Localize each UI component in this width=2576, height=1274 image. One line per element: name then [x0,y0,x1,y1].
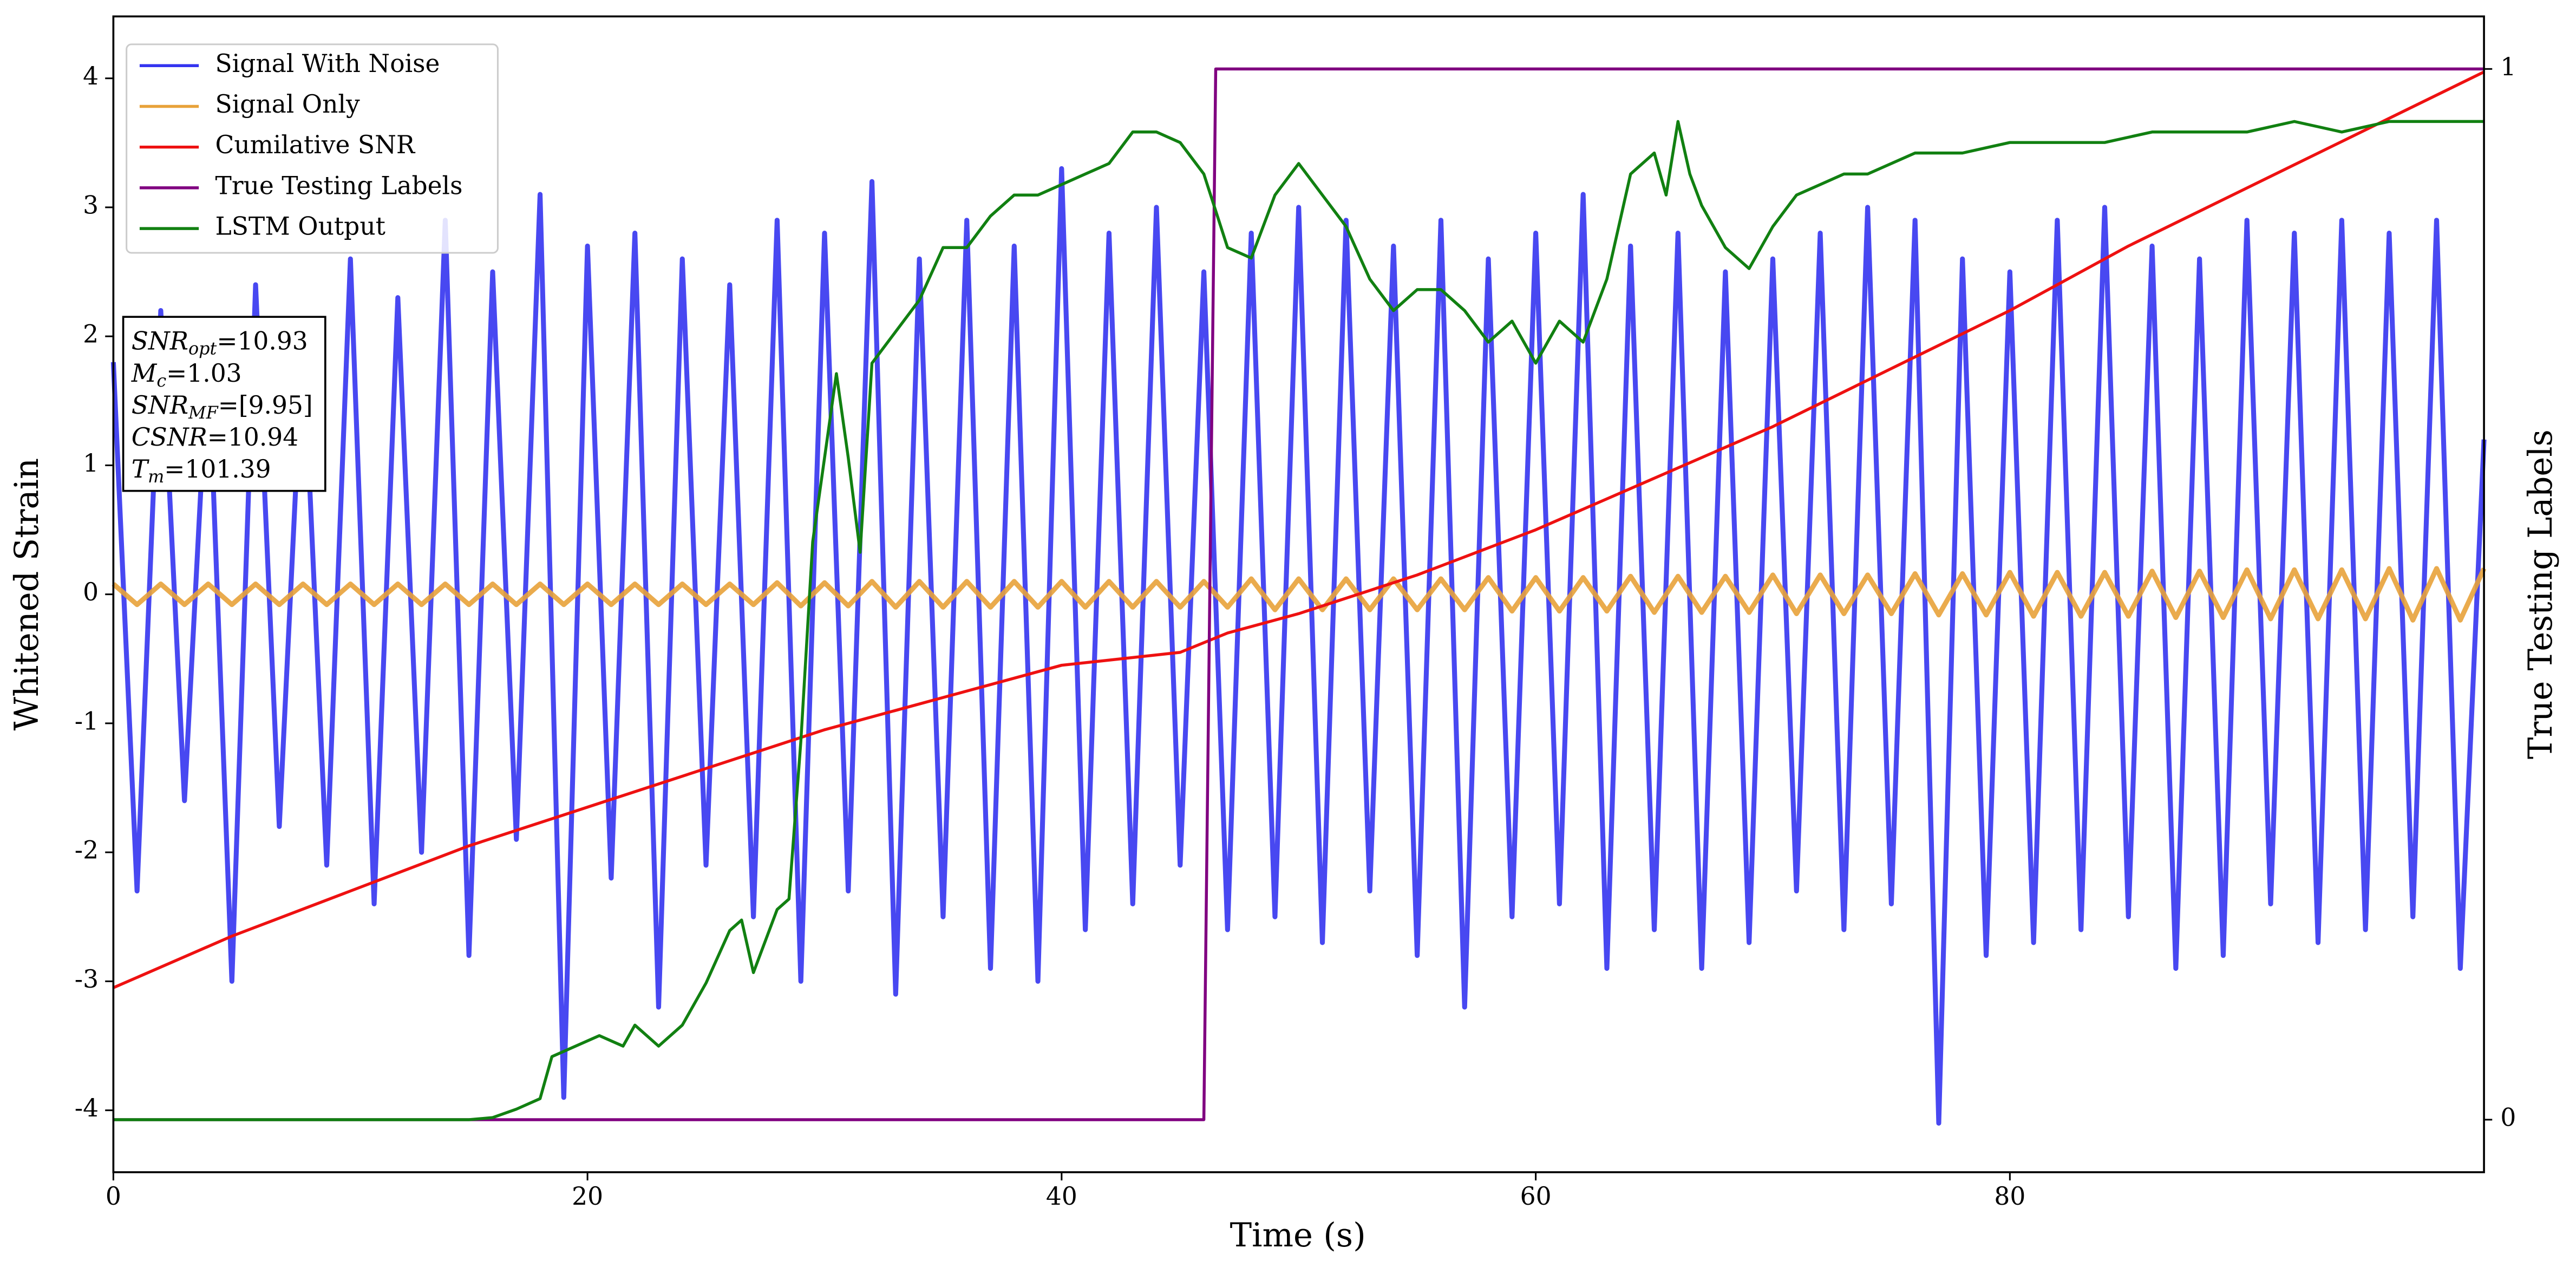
annotation-line: Mc=1.03 [131,358,242,390]
legend-frame [126,43,499,254]
y-axis-label: Whitened Strain [8,458,46,731]
legend: Signal With Noise Signal Only Cumilative S… [126,43,499,254]
annotation-subscript: m [148,466,164,487]
annotation-line: SNRMF=[9.95] [132,391,313,423]
y-tick-label: -3 [75,965,99,994]
annotation-symbol: SNR [132,391,188,420]
annotation-subscript: MF [188,402,219,423]
annotation-symbol: CSNR [132,423,207,452]
legend-label: Signal Only [215,90,360,119]
annotation-subscript: opt [188,338,217,358]
y2-tick-label: 0 [2500,1103,2516,1132]
y-tick-label: 3 [83,191,99,219]
series-line [112,566,2487,623]
series-line [113,120,2485,1121]
annotation-value: =101.39 [164,455,271,484]
y-tick-label: 4 [83,62,99,90]
annotation-box: SNRopt=10.93Mc=1.03SNRMF=[9.95]CSNR=10.9… [122,316,326,492]
annotation-symbol: T [132,455,150,484]
annotation-symbol: SNR [132,326,188,355]
plot-area [110,67,2487,1126]
x-tick-label: 20 [572,1182,603,1211]
annotation-frame [122,316,326,492]
annotation-value: =1.03 [166,358,241,387]
annotation-symbol: M [131,358,158,387]
annotation-subscript: c [156,370,166,390]
series-line [113,67,2485,1121]
y2-axis-label: True Testing Labels [2522,429,2560,759]
annotation-line: Tm=101.39 [132,455,271,487]
y-tick-label: -2 [75,836,99,865]
y-tick-label: -1 [75,707,99,735]
annotation-value: =[9.95] [218,391,313,420]
series-line [110,166,2487,1126]
y-tick-label: 0 [83,578,99,606]
annotation-value: =10.94 [207,423,298,452]
x-tick-label: 80 [1994,1182,2025,1211]
y-tick-label: 2 [83,320,99,349]
legend-label: Cumilative SNR [215,130,416,159]
x-axis-label: Time (s) [1230,1217,1366,1255]
annotation-value: =10.93 [217,326,308,355]
series-line [113,70,2485,989]
legend-label: True Testing Labels [215,171,463,200]
y2-tick-label: 1 [2500,53,2516,81]
annotation-line: SNRopt=10.93 [132,326,308,358]
legend-label: Signal With Noise [215,49,440,78]
x-tick-label: 60 [1520,1182,1552,1211]
y-tick-label: 1 [83,449,99,478]
x-tick-label: 0 [106,1182,121,1211]
annotation-line: CSNR=10.94 [132,423,298,452]
x-tick-label: 40 [1046,1182,1077,1211]
y-tick-label: -4 [75,1094,99,1122]
legend-label: LSTM Output [215,212,385,241]
